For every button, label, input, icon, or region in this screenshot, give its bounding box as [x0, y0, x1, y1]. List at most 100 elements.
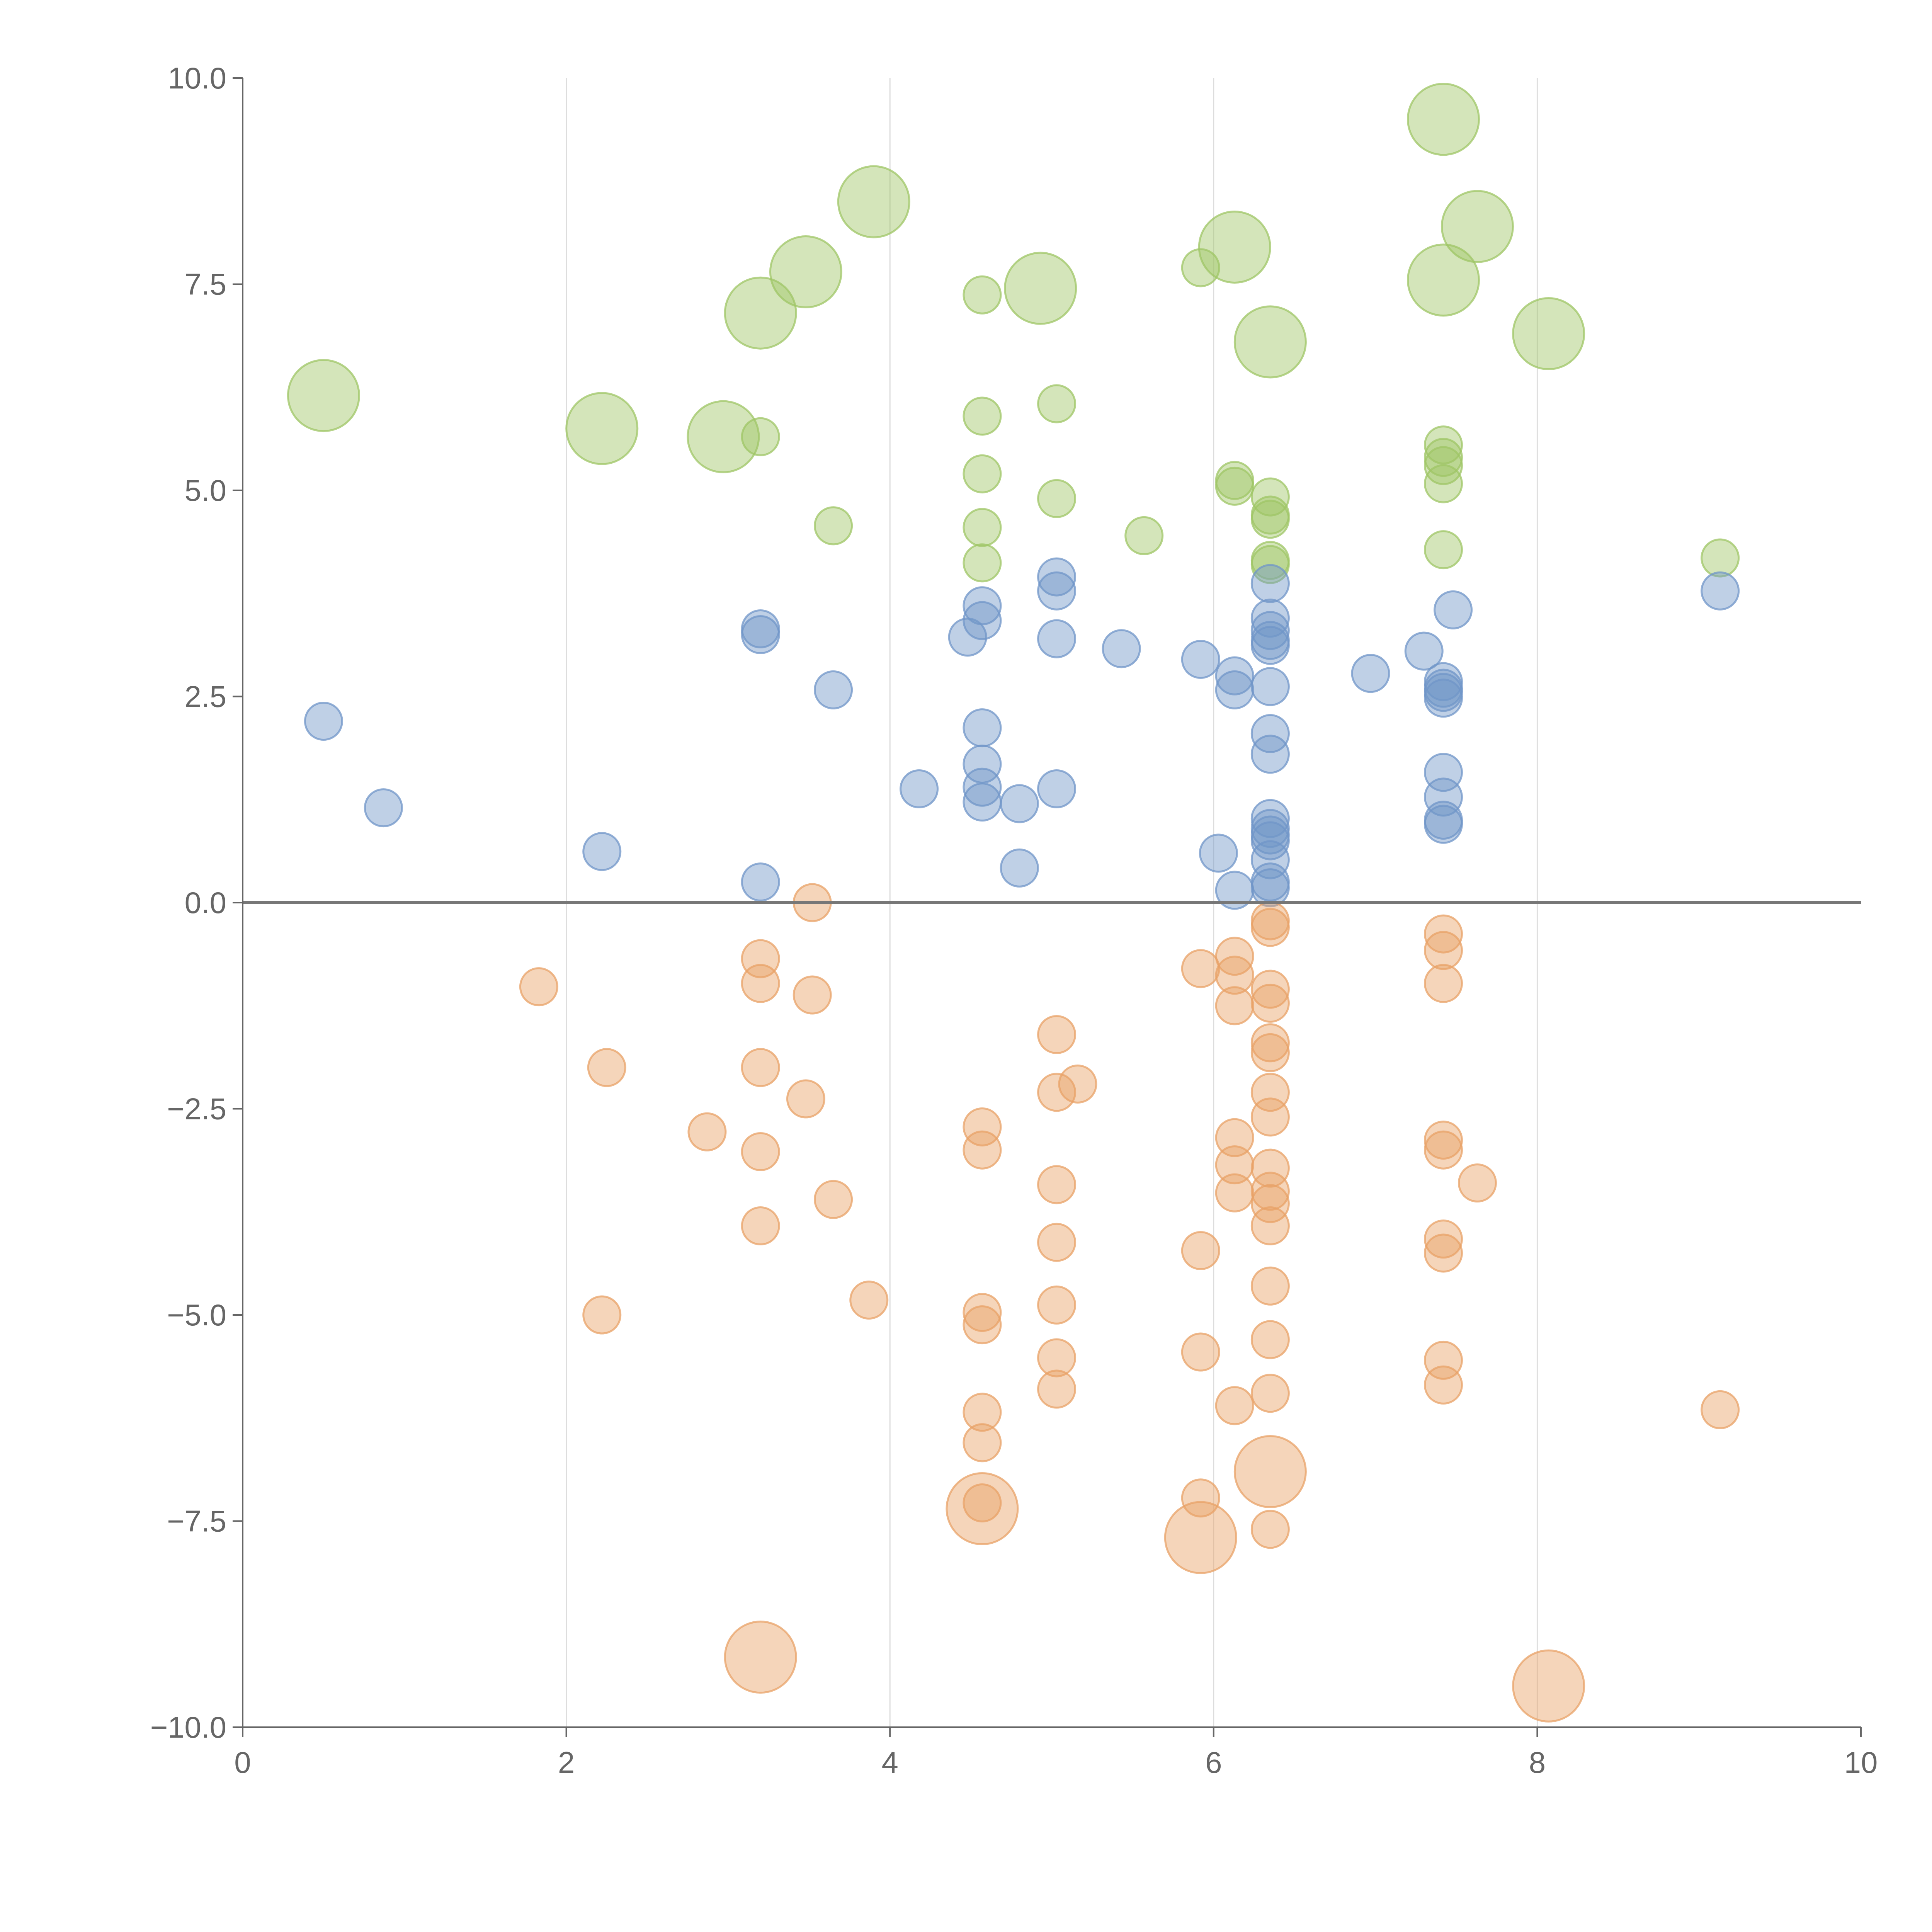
x-tick-label: 6 [1205, 1745, 1222, 1779]
data-point-green [1198, 210, 1271, 284]
data-point-blue [1037, 769, 1077, 809]
data-point-orange [1037, 1015, 1077, 1054]
data-point-orange [946, 1472, 1019, 1545]
data-point-blue [1215, 656, 1254, 696]
data-point-green [741, 417, 780, 456]
data-point-orange [1423, 1121, 1463, 1160]
data-point-green [769, 235, 842, 308]
data-point-green [1423, 425, 1463, 465]
data-point-orange [963, 1130, 1002, 1170]
data-point-blue [1434, 590, 1473, 629]
data-point-green [1037, 479, 1077, 518]
data-point-orange [1215, 1145, 1254, 1185]
data-point-blue [814, 670, 853, 709]
x-tick-label: 4 [882, 1745, 898, 1779]
data-point-blue [582, 832, 622, 871]
data-point-orange [963, 1305, 1002, 1345]
data-point-orange [1423, 1365, 1463, 1405]
data-point-orange [849, 1281, 889, 1320]
data-point-orange [1250, 1510, 1290, 1549]
data-point-orange [1250, 1172, 1290, 1211]
data-point-blue [1181, 639, 1220, 679]
data-point-orange [724, 1621, 797, 1694]
data-point-orange [963, 1483, 1002, 1523]
data-point-blue [1037, 571, 1077, 611]
data-point-green [1406, 83, 1480, 156]
data-point-orange [1250, 908, 1290, 947]
series-orange [519, 883, 1740, 1723]
data-point-orange [519, 967, 558, 1007]
data-point-green [963, 396, 1002, 436]
data-point-orange [1037, 1223, 1077, 1262]
data-point-green [1440, 190, 1514, 263]
data-point-orange [1037, 1073, 1077, 1112]
data-point-green [1423, 464, 1463, 503]
data-point-green [287, 359, 360, 432]
data-point-blue [1037, 557, 1077, 597]
data-point-orange [741, 964, 780, 1003]
data-point-blue [963, 601, 1002, 640]
data-point-blue [963, 586, 1002, 626]
y-tick-label: −10.0 [150, 1710, 226, 1744]
data-point-orange [1250, 1206, 1290, 1246]
data-point-orange [1181, 1332, 1220, 1372]
data-point-orange [741, 1132, 780, 1171]
data-point-blue [1250, 840, 1290, 879]
data-point-green [1423, 530, 1463, 570]
data-point-blue [963, 767, 1002, 807]
data-point-orange [1215, 1173, 1254, 1213]
data-point-orange [814, 1180, 853, 1219]
axes: 10.0 7.5 5.0 2.5 0.0 −2.5 −5.0 −7.5 −10.00 2 4 6 8 10 [150, 61, 1878, 1779]
data-point-orange [1250, 1320, 1290, 1359]
data-point-orange [963, 1423, 1002, 1463]
data-point-blue [1250, 714, 1290, 753]
data-points [287, 83, 1740, 1723]
data-point-blue [741, 862, 780, 902]
y-tick-label: −5.0 [167, 1298, 226, 1332]
data-point-green [1124, 516, 1164, 555]
data-point-orange [1250, 1023, 1290, 1063]
data-point-orange [793, 975, 832, 1015]
data-point-orange [1037, 1369, 1077, 1409]
data-point-orange [1250, 1374, 1290, 1413]
data-point-orange [1512, 1649, 1585, 1723]
data-point-blue [1250, 735, 1290, 774]
data-point-blue [304, 702, 343, 741]
data-point-green [1512, 297, 1585, 371]
data-point-orange [587, 1048, 626, 1087]
data-point-orange [1058, 1064, 1097, 1104]
data-point-green [1004, 252, 1077, 325]
data-point-orange [786, 1079, 825, 1119]
data-point-orange [1215, 956, 1254, 995]
data-point-orange [1250, 1266, 1290, 1306]
data-point-green [963, 275, 1002, 315]
data-point-orange [1423, 914, 1463, 954]
data-point-blue [1250, 626, 1290, 665]
data-point-blue [1250, 564, 1290, 603]
series-blue [304, 557, 1740, 910]
data-point-orange [741, 1206, 780, 1246]
x-tick-label: 0 [234, 1745, 251, 1779]
data-point-orange [1037, 1285, 1077, 1325]
y-tick-label: 7.5 [185, 267, 226, 301]
data-point-blue [1404, 631, 1444, 671]
data-point-orange [1181, 1231, 1220, 1270]
y-tick-label: 0.0 [185, 886, 226, 920]
data-point-green [814, 506, 853, 546]
data-point-orange [582, 1295, 622, 1335]
data-point-orange [1250, 1148, 1290, 1188]
data-point-blue [1423, 679, 1463, 718]
data-point-green [687, 400, 760, 473]
data-point-blue [900, 769, 939, 809]
data-point-orange [1423, 1219, 1463, 1259]
y-tick-label: 2.5 [185, 680, 226, 714]
data-point-blue [1701, 571, 1740, 611]
data-point-orange [1037, 1338, 1077, 1378]
data-point-blue [1037, 619, 1077, 658]
data-point-orange [1250, 1184, 1290, 1223]
data-point-orange [1423, 964, 1463, 1003]
data-point-orange [1423, 931, 1463, 970]
x-tick-label: 10 [1844, 1745, 1878, 1779]
data-point-green [963, 454, 1002, 493]
